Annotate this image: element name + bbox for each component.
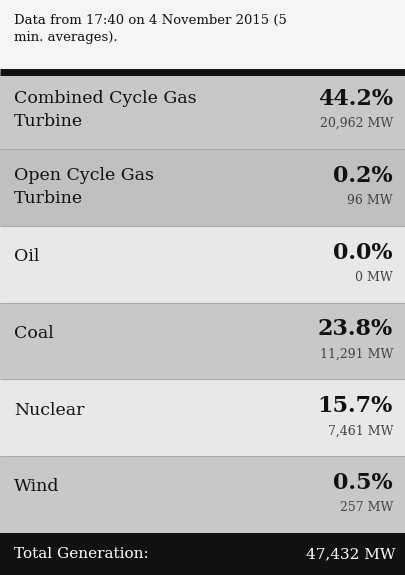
Bar <box>0 72 405 149</box>
Bar <box>0 533 405 575</box>
Text: Coal: Coal <box>14 325 54 342</box>
Text: 0.5%: 0.5% <box>333 472 393 494</box>
Text: 23.8%: 23.8% <box>318 319 393 340</box>
Text: 0.0%: 0.0% <box>333 242 393 263</box>
Bar <box>0 225 405 302</box>
Text: Turbine: Turbine <box>14 113 83 131</box>
Text: 0.2%: 0.2% <box>333 164 393 187</box>
Text: 15.7%: 15.7% <box>318 395 393 417</box>
Text: Combined Cycle Gas: Combined Cycle Gas <box>14 90 196 108</box>
Text: 0 MW: 0 MW <box>355 271 393 283</box>
Text: Turbine: Turbine <box>14 190 83 207</box>
Text: 257 MW: 257 MW <box>340 501 393 514</box>
Text: 96 MW: 96 MW <box>347 194 393 207</box>
Text: Data from 17:40 on 4 November 2015 (5
min. averages).: Data from 17:40 on 4 November 2015 (5 mi… <box>14 14 287 44</box>
Text: Nuclear: Nuclear <box>14 401 85 419</box>
Text: 47,432 MW: 47,432 MW <box>305 547 395 561</box>
Bar <box>0 456 405 533</box>
Text: Total Generation:: Total Generation: <box>14 547 149 561</box>
Text: Open Cycle Gas: Open Cycle Gas <box>14 167 154 184</box>
Text: 44.2%: 44.2% <box>318 88 393 110</box>
Text: 20,962 MW: 20,962 MW <box>320 117 393 130</box>
Bar <box>0 380 405 456</box>
Text: Wind: Wind <box>14 478 60 496</box>
Bar <box>0 302 405 380</box>
Text: 11,291 MW: 11,291 MW <box>320 347 393 361</box>
Bar <box>0 0 405 72</box>
Bar <box>0 149 405 225</box>
Text: Oil: Oil <box>14 248 39 265</box>
Text: 7,461 MW: 7,461 MW <box>328 424 393 438</box>
